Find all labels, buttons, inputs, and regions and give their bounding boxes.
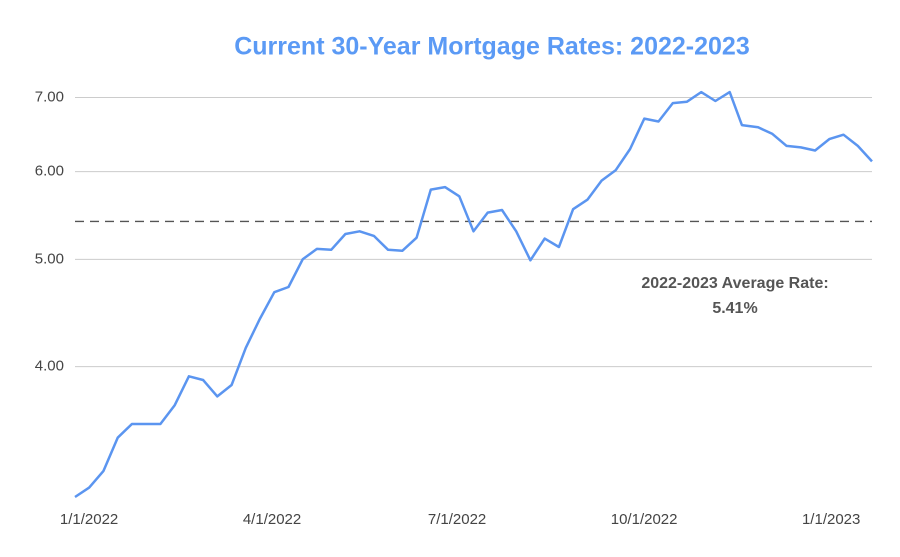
x-tick-label: 1/1/2022 xyxy=(60,511,118,528)
x-tick-label: 7/1/2022 xyxy=(428,511,486,528)
average-value-label: 5.41% xyxy=(712,300,757,317)
x-tick-label: 1/1/2023 xyxy=(802,511,860,528)
x-tick-label: 4/1/2022 xyxy=(243,511,301,528)
y-tick-label: 6.00 xyxy=(35,163,64,180)
y-tick-label: 4.00 xyxy=(35,358,64,375)
chart-title: Current 30-Year Mortgage Rates: 2022-202… xyxy=(234,33,750,61)
x-tick-label: 10/1/2022 xyxy=(611,511,678,528)
rate-line xyxy=(74,90,873,499)
average-label: 2022-2023 Average Rate: xyxy=(641,275,828,292)
y-tick-label: 5.00 xyxy=(35,250,64,267)
y-tick-label: 7.00 xyxy=(35,89,64,106)
